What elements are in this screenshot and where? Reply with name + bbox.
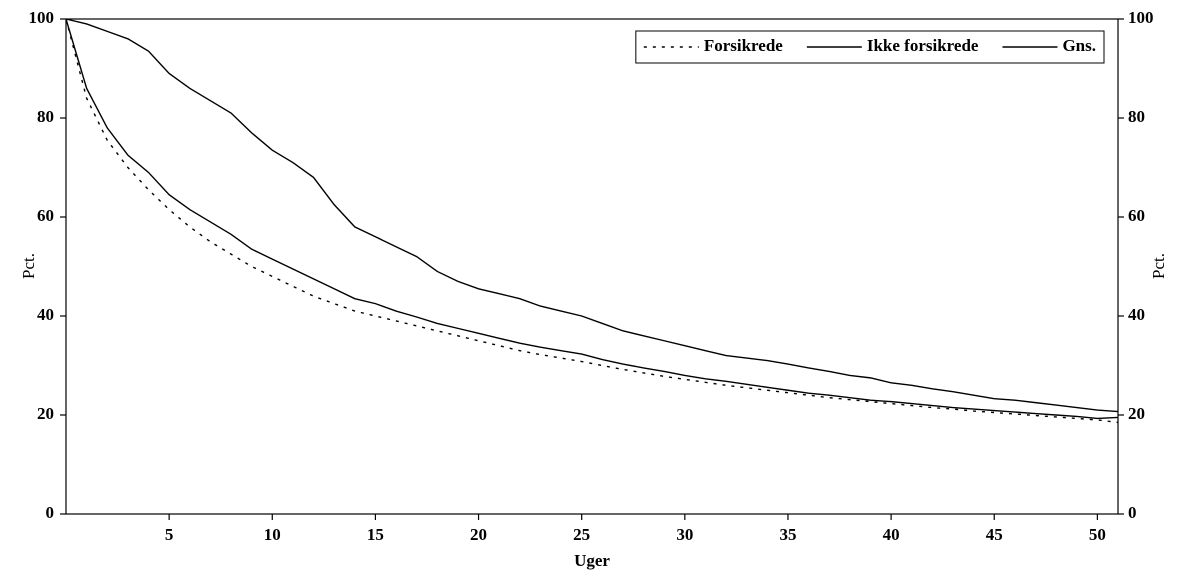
- x-tick-label: 5: [165, 525, 174, 544]
- y-axis-label: Pct.: [19, 253, 38, 279]
- x-tick-label: 35: [779, 525, 796, 544]
- y-tick-label: 40: [37, 305, 54, 324]
- x-axis-label: Uger: [574, 551, 610, 570]
- y2-axis-label: Pct.: [1149, 253, 1168, 279]
- plot-frame: [65, 18, 1119, 515]
- y2-tick-label: 100: [1128, 8, 1154, 27]
- legend-label: Gns.: [1062, 36, 1096, 55]
- x-tick-label: 50: [1089, 525, 1106, 544]
- y2-tick-label: 40: [1128, 305, 1145, 324]
- y-tick-label: 60: [37, 206, 54, 225]
- y-tick-label: 80: [37, 107, 54, 126]
- legend-label: Forsikrede: [704, 36, 783, 55]
- series-line: [65, 18, 1119, 420]
- y-tick-label: 20: [37, 404, 54, 423]
- y-tick-label: 100: [29, 8, 55, 27]
- series-line: [65, 18, 1119, 413]
- x-tick-label: 40: [883, 525, 900, 544]
- x-tick-label: 15: [367, 525, 384, 544]
- legend: Forsikrede Ikke forsikrede Gns.: [635, 30, 1105, 64]
- y2-tick-label: 0: [1128, 503, 1137, 522]
- x-tick-label: 20: [470, 525, 487, 544]
- x-tick-label: 10: [264, 525, 281, 544]
- series-line: [65, 18, 1119, 424]
- x-tick-label: 30: [676, 525, 693, 544]
- y2-tick-label: 80: [1128, 107, 1145, 126]
- y-tick-label: 0: [46, 503, 55, 522]
- legend-label: Ikke forsikrede: [867, 36, 979, 55]
- y2-tick-label: 20: [1128, 404, 1145, 423]
- x-tick-label: 25: [573, 525, 590, 544]
- y2-tick-label: 60: [1128, 206, 1145, 225]
- x-tick-label: 45: [986, 525, 1003, 544]
